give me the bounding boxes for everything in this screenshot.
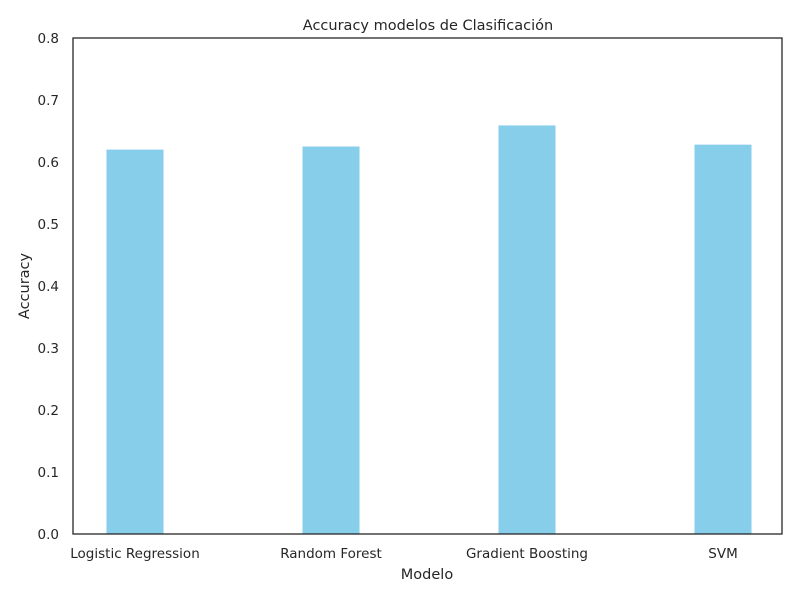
x-tick-label: SVM	[708, 546, 737, 562]
y-tick-label: 0.1	[38, 465, 59, 481]
bar	[498, 125, 556, 535]
y-tick-label: 0.7	[38, 93, 59, 109]
y-tick-label: 0.4	[38, 279, 59, 295]
bars	[106, 125, 752, 535]
y-tick-label: 0.5	[38, 217, 59, 233]
x-axis-ticks: Logistic Regression Random Forest Gradient…	[70, 546, 737, 562]
x-tick-label: Logistic Regression	[70, 546, 200, 562]
y-axis-label: Accuracy	[17, 252, 33, 319]
bar	[694, 144, 752, 534]
y-tick-label: 0.6	[38, 155, 59, 171]
y-tick-label: 0.0	[38, 527, 59, 543]
bar	[106, 149, 164, 534]
y-axis-ticks: 0.0 0.1 0.2 0.3 0.4 0.5 0.6 0.7 0.8	[38, 31, 59, 543]
y-tick-label: 0.8	[38, 31, 59, 47]
y-tick-label: 0.3	[38, 341, 59, 357]
plot-frame	[72, 37, 783, 535]
x-tick-label: Random Forest	[280, 546, 382, 562]
bar	[302, 146, 360, 534]
x-tick-label: Gradient Boosting	[466, 546, 588, 562]
x-axis-label: Modelo	[401, 567, 454, 583]
y-tick-label: 0.2	[38, 403, 59, 419]
chart-title: Accuracy modelos de Clasificación	[303, 18, 553, 34]
